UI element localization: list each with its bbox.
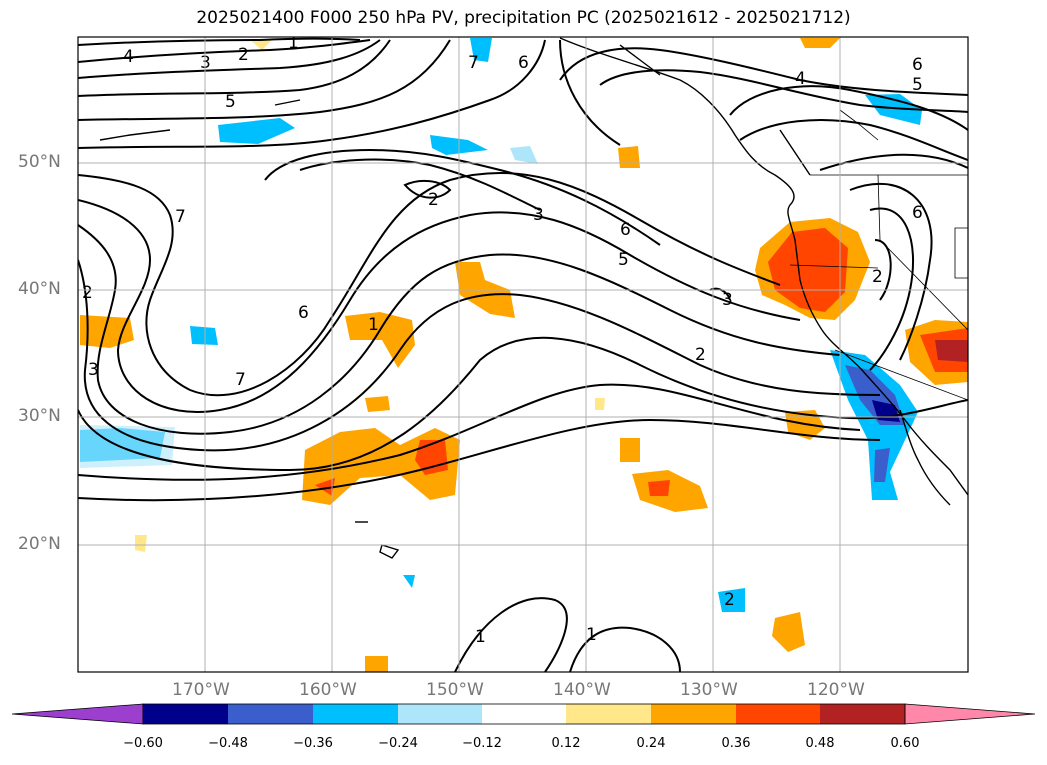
precip-fill [80, 38, 968, 672]
precip-area [772, 612, 805, 652]
colorbar-tick: 0.60 [890, 736, 920, 751]
contour-label: 6 [620, 220, 631, 240]
colorbar-bin [566, 704, 651, 724]
precip-area [415, 440, 448, 475]
colorbar-tick: −0.12 [462, 736, 502, 751]
longitude-label: 140°W [553, 680, 611, 700]
contour-label: 5 [225, 92, 236, 112]
colorbar-extend-low [11, 703, 144, 725]
colorbar-extend-high [904, 703, 1036, 725]
precip-area [935, 340, 968, 362]
precip-area [874, 448, 890, 482]
map-panel: 1 2 2 3 4 5 6 5 6 4 3 2 2 3 6 5 6 2 1 7 … [78, 33, 968, 672]
contour-label: 4 [123, 47, 134, 67]
latitude-label: 20°N [18, 534, 61, 554]
contour-label: 1 [586, 625, 597, 645]
contour-label: 5 [618, 250, 629, 270]
precip-area [618, 146, 640, 168]
colorbar [11, 703, 1036, 725]
precip-area [315, 478, 335, 496]
contour-label: 2 [724, 590, 735, 610]
longitude-label: 120°W [807, 680, 865, 700]
longitude-label: 130°W [680, 680, 738, 700]
map-title: 2025021400 F000 250 hPa PV, precipitatio… [196, 8, 851, 28]
colorbar-tick: 0.24 [636, 736, 666, 751]
colorbar-bin [736, 704, 820, 724]
latitude-label: 30°N [18, 406, 61, 426]
precip-area [403, 575, 415, 588]
colorbar-bin [143, 704, 228, 724]
longitude-label: 170°W [172, 680, 230, 700]
contour-label: 6 [298, 303, 309, 323]
contour-label: 7 [468, 53, 479, 73]
contour-label: 6 [518, 53, 529, 73]
coastline [99, 37, 968, 559]
contour-label: 1 [368, 315, 379, 335]
contour-label: 2 [428, 190, 439, 210]
precip-area [800, 38, 840, 48]
latitude-label: 40°N [18, 279, 61, 299]
contour-label: 2 [695, 345, 706, 365]
colorbar-tick: 0.12 [551, 736, 581, 751]
precip-area [595, 398, 605, 410]
precip-area [648, 480, 670, 496]
contour-label: 1 [288, 33, 299, 53]
contour-label: 6 [912, 203, 923, 223]
precip-area [718, 588, 745, 612]
precip-area [365, 656, 388, 672]
colorbar-tick: −0.60 [123, 736, 163, 751]
precip-area [795, 228, 832, 258]
precip-area [250, 40, 272, 50]
colorbar-tick: 0.48 [805, 736, 835, 751]
precip-area [620, 438, 640, 462]
precip-area [865, 94, 922, 125]
longitude-label: 160°W [299, 680, 357, 700]
colorbar-tick: −0.36 [293, 736, 333, 751]
contour-label: 3 [533, 205, 544, 225]
gridlines [78, 37, 968, 672]
precip-area [190, 326, 218, 345]
colorbar-tick: −0.48 [208, 736, 248, 751]
precip-area [365, 396, 390, 412]
precip-area [470, 38, 492, 62]
contour-label: 1 [475, 627, 486, 647]
precip-area [510, 146, 538, 164]
colorbar-bin [820, 704, 905, 724]
colorbar-tick: −0.24 [378, 736, 418, 751]
latitude-label: 50°N [18, 152, 61, 172]
pv-contours [78, 37, 968, 672]
colorbar-tick: 0.36 [721, 736, 751, 751]
precip-area [830, 350, 918, 500]
colorbar-bin [228, 704, 313, 724]
longitude-label: 150°W [426, 680, 484, 700]
colorbar-bin [313, 704, 398, 724]
contour-label: 5 [912, 75, 923, 95]
map-frame [77, 36, 969, 673]
contour-label: 2 [872, 267, 883, 287]
contour-label: 6 [912, 55, 923, 75]
colorbar-bin [398, 704, 482, 724]
precip-area [632, 470, 708, 512]
contour-label: 2 [82, 283, 93, 303]
contour-label: 7 [175, 207, 186, 227]
contour-label: 2 [238, 45, 249, 65]
contour-label: 4 [795, 69, 806, 89]
colorbar-bin [482, 704, 566, 724]
contour-label: 3 [722, 290, 733, 310]
precip-area [135, 535, 147, 552]
colorbar-bin [651, 704, 736, 724]
precip-area [345, 312, 415, 368]
contour-label: 3 [88, 360, 99, 380]
precip-area [218, 118, 295, 144]
contour-label: 7 [235, 370, 246, 390]
